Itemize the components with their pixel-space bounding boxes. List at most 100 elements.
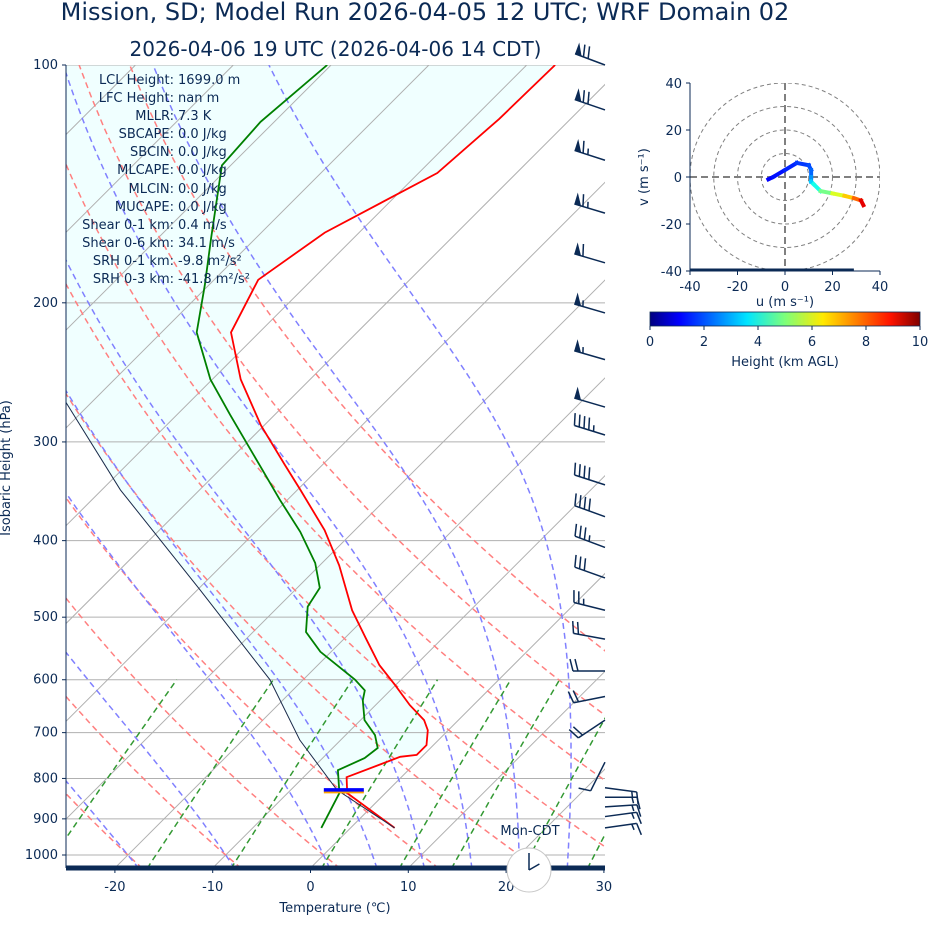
wind-barb-half [631,812,635,820]
wind-barb [574,554,606,579]
wind-barb-full [587,91,590,105]
wind-barb [574,139,606,161]
stat-value: -9.8 m²/s² [178,253,242,269]
hodograph-x-tick-label: 40 [872,280,889,295]
mixing-ratio-line [146,679,274,868]
hodograph-x-tick-label: 0 [781,280,789,295]
wind-barb [574,292,606,314]
wind-barb-staff [574,149,606,161]
wind-barb [574,493,606,518]
wind-barb-staff [573,695,606,704]
isotherm-line [211,474,605,868]
clock-hour-hand [528,863,540,871]
hodograph-y-label: v (m s⁻¹) [637,148,652,206]
hodograph-plot [690,83,880,271]
y-axis-label: Isobaric Height (hPa) [0,400,14,536]
y-tick-label: 1000 [25,848,58,863]
wind-barb-pennant [574,88,582,102]
wind-barb-full [569,658,574,672]
wind-barb [571,620,606,640]
wind-barb-full [576,621,580,635]
y-tick-label: 600 [33,673,58,688]
wind-barb [574,242,606,264]
wind-barb-full [582,194,585,207]
wind-barb-full [578,787,591,792]
wind-barb-half [631,823,635,831]
wind-barb-pennant [574,242,582,256]
wind-barb-full [588,417,591,430]
dry-adiabat-line [78,65,605,717]
isotherm-line [66,65,234,234]
wind-barb-full [582,140,585,154]
wind-barb-full [588,467,591,480]
stat-value: 0.4 m/s [178,217,227,233]
isotherm-line [66,65,430,429]
wind-barb-pennant [574,292,581,306]
wind-barb [574,42,606,66]
stat-label: MLLR: [135,109,174,125]
sounding-parameters: LCL Height: 1699.0 m LFC Height: nan m MLLR:… [70,72,250,289]
wind-barb-full [574,554,577,568]
colorbar-tick-label: 4 [754,335,762,350]
hodograph-y-tick-label: -20 [661,218,682,233]
mixing-ratio-line [450,679,561,868]
dry-adiabat-line [66,162,605,782]
wind-barb [578,761,606,792]
wind-barb-full [578,464,581,477]
wind-barb [574,88,606,111]
y-tick-label: 200 [33,296,58,311]
wind-barb [569,658,605,672]
mixing-ratio-line [522,716,605,868]
stat-label: LCL Height: [98,73,174,88]
wind-barb-full [636,797,641,810]
wind-barb-full [578,414,581,428]
stat-value: 0.0 J/kg [178,199,227,215]
y-tick-label: 800 [33,771,58,786]
stat-label: SRH 0-1 km: [92,253,174,269]
hodograph-x-tick-label: -20 [727,280,748,295]
wind-barb-full [583,496,587,510]
stat-value: 0.0 J/kg [178,127,227,143]
wind-barb-full [574,493,577,506]
colorbar-tick-label: 10 [912,335,928,350]
wind-barb-full [573,413,576,426]
wind-barb-staff [590,761,606,792]
wind-barb-full [636,812,642,825]
hodograph-segment [830,191,847,199]
wind-barb-full [571,620,575,634]
y-tick-label: 500 [33,610,58,625]
wind-barb [573,462,606,486]
wind-barb-full [568,729,579,739]
isotherm-line [66,181,605,723]
wind-barb-staff [574,566,606,579]
wind-barb [573,590,606,611]
dry-adiabat-line [66,792,143,868]
colorbar-tick-label: 0 [646,335,654,350]
mixing-ratio-line [635,680,731,869]
stat-value: 0.0 J/kg [178,163,227,179]
dry-adiabat-line [66,496,440,868]
y-tick-label: 400 [33,534,58,549]
hodograph-y-tick-label: 40 [665,77,682,92]
hodograph-segment [770,167,788,180]
wind-barb-staff [573,601,606,611]
wind-barb-staff [574,474,606,486]
stat-value: 0.0 J/kg [178,181,227,197]
moist-adiabat-line [66,389,378,868]
parcel-profile [66,401,395,829]
stat-value: 34.1 m/s [178,235,235,251]
wind-barb [567,690,606,704]
stat-value: nan m [178,91,220,107]
y-tick-label: 300 [33,435,58,450]
moist-adiabat-line [152,65,521,868]
wind-barb [605,796,641,810]
stat-value: 0.0 J/kg [178,145,227,161]
wind-barb-full [578,556,582,569]
wind-barb [574,339,606,361]
stat-label: SRH 0-3 km: [92,272,174,288]
stat-label: SBCAPE: [118,127,174,143]
isotherm-line [407,670,605,868]
wind-barb [568,719,606,739]
x-tick-label: 20 [498,880,515,895]
